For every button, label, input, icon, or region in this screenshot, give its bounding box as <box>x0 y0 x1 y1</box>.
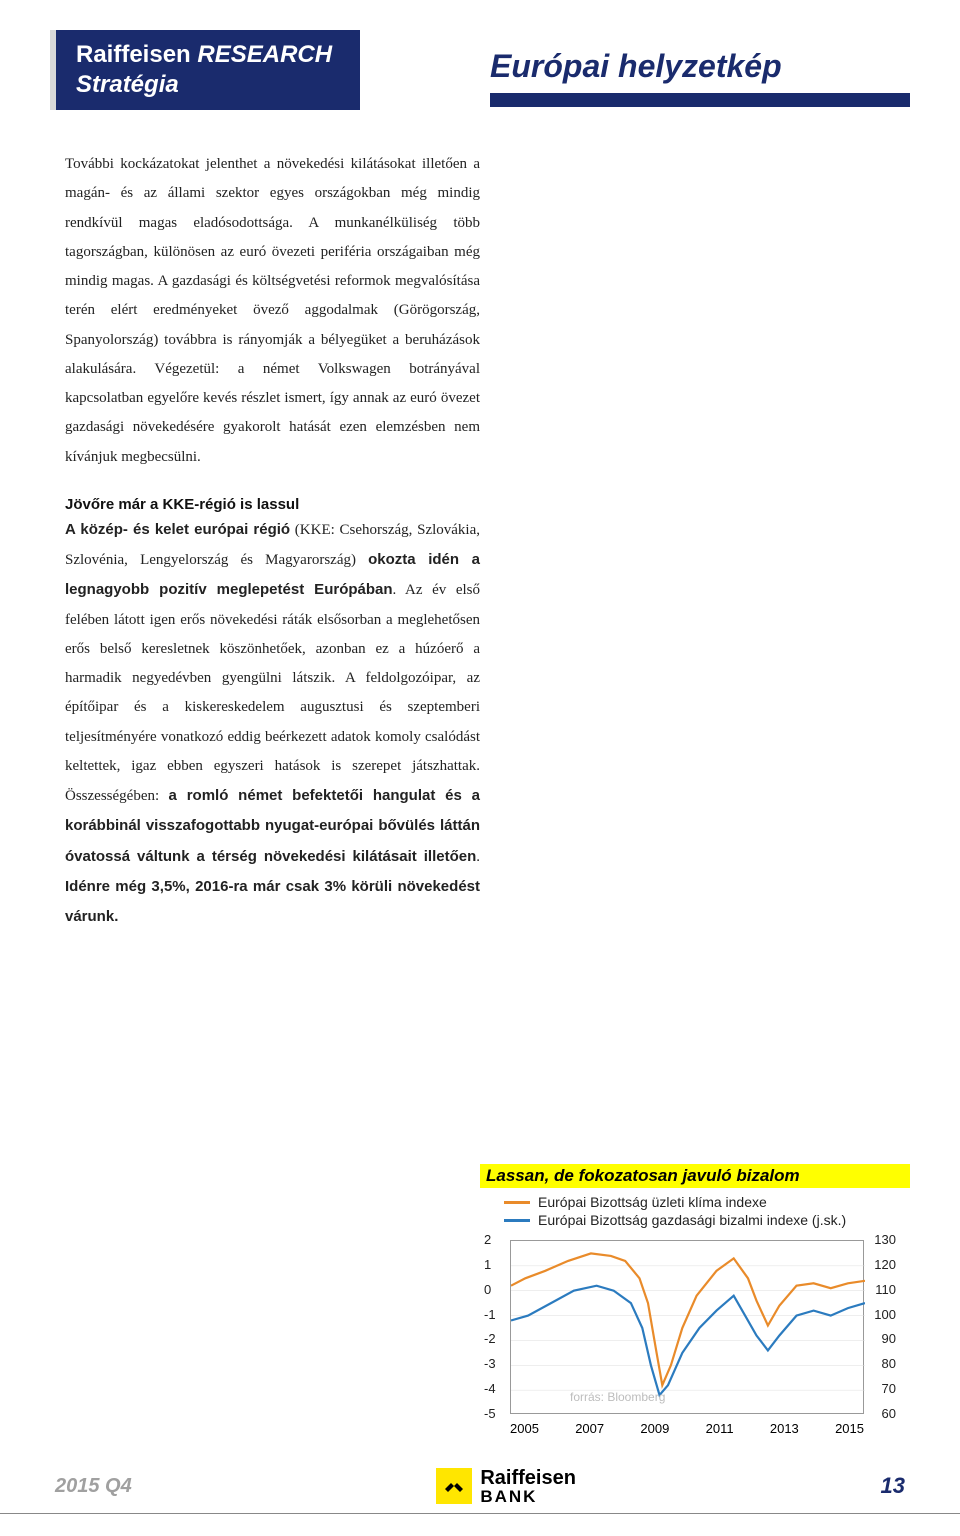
para2-text-c: . <box>476 849 480 865</box>
header-right-wrap: Európai helyzetkép <box>490 30 910 107</box>
bank-sub: BANK <box>480 1488 576 1505</box>
footer-quarter: 2015 Q4 <box>55 1475 132 1498</box>
page-header: Raiffeisen RESEARCH Stratégia Európai he… <box>0 0 960 110</box>
page-section-title: Európai helyzetkép <box>490 30 910 85</box>
paragraph-2: A közép- és kelet európai régió (KKE: Cs… <box>65 515 480 933</box>
page-footer: 2015 Q4 Raiffeisen BANK 13 <box>0 1459 960 1514</box>
header-divider-bar <box>490 93 910 107</box>
paragraph-1: További kockázatokat jelenthet a növeked… <box>65 150 480 472</box>
legend-row-2: Európai Bizottság gazdasági bizalmi inde… <box>504 1212 910 1228</box>
section-heading: Jövőre már a KKE-régió is lassul <box>65 496 480 513</box>
legend-swatch-2 <box>504 1219 530 1222</box>
chart-box: forrás: Bloomberg 210-1-2-3-4-5 13012011… <box>480 1236 900 1436</box>
legend-swatch-1 <box>504 1201 530 1204</box>
chart-legend: Európai Bizottság üzleti klíma indexe Eu… <box>480 1188 910 1232</box>
legend-row-1: Európai Bizottság üzleti klíma indexe <box>504 1194 910 1210</box>
chart-container: Lassan, de fokozatosan javuló bizalom Eu… <box>480 1164 910 1436</box>
bank-logo-icon <box>436 1468 472 1504</box>
para2-lead-bold: A közép- és kelet európai régió <box>65 521 290 538</box>
brand-line2: Stratégia <box>76 70 332 100</box>
bank-name: Raiffeisen <box>480 1468 576 1488</box>
legend-label-1: Európai Bizottság üzleti klíma indexe <box>538 1194 767 1210</box>
chart-title: Lassan, de fokozatosan javuló bizalom <box>480 1164 910 1188</box>
main-text-column: További kockázatokat jelenthet a növeked… <box>0 110 540 932</box>
bank-logo: Raiffeisen BANK <box>436 1468 576 1505</box>
axis-bottom: 200520072009201120132015 <box>510 1421 864 1436</box>
chart-plot <box>510 1240 864 1414</box>
para2-text-b: . Az év első felében látott igen erős nö… <box>65 582 480 804</box>
brand-badge: Raiffeisen RESEARCH Stratégia <box>50 30 360 110</box>
legend-label-2: Európai Bizottság gazdasági bizalmi inde… <box>538 1212 846 1228</box>
brand-bold: Raiffeisen <box>76 41 191 68</box>
brand-italic: RESEARCH <box>197 41 332 68</box>
page-number: 13 <box>881 1473 905 1499</box>
bank-logo-text: Raiffeisen BANK <box>480 1468 576 1505</box>
chart-source: forrás: Bloomberg <box>570 1390 665 1404</box>
para2-bold-4: Idénre még 3,5%, 2016-ra már csak 3% kör… <box>65 878 480 925</box>
chart-svg <box>511 1241 865 1415</box>
